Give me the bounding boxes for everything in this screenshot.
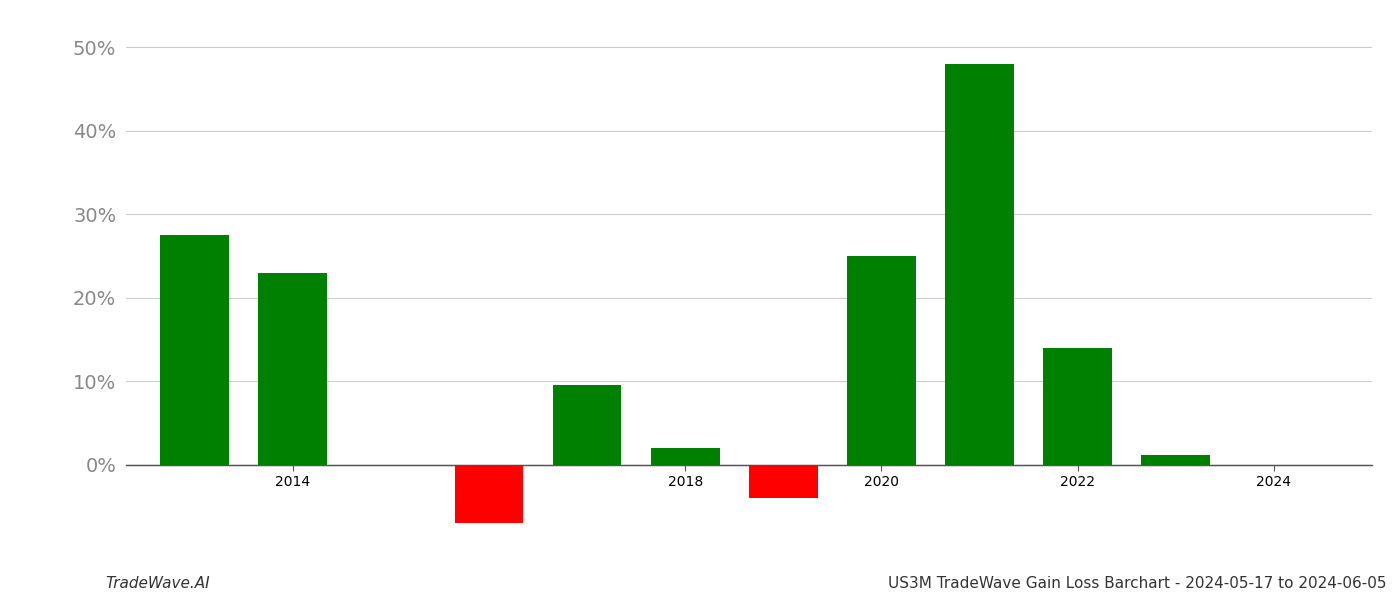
Text: US3M TradeWave Gain Loss Barchart - 2024-05-17 to 2024-06-05: US3M TradeWave Gain Loss Barchart - 2024… xyxy=(888,576,1386,591)
Bar xyxy=(161,235,230,465)
Bar xyxy=(651,448,720,465)
Bar xyxy=(1043,348,1112,465)
Bar xyxy=(1141,455,1210,465)
Bar xyxy=(553,385,622,465)
Bar xyxy=(945,64,1014,465)
Bar xyxy=(455,465,524,523)
Bar xyxy=(847,256,916,465)
Bar xyxy=(259,273,328,465)
Text: TradeWave.AI: TradeWave.AI xyxy=(105,576,210,591)
Bar xyxy=(749,465,818,498)
